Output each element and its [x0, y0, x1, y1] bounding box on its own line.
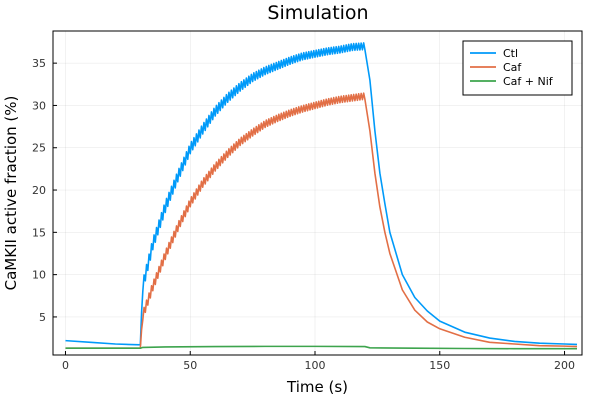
legend-label: Caf + Nif	[503, 75, 554, 88]
y-tick-label: 25	[32, 142, 46, 155]
y-tick-label: 15	[32, 226, 46, 239]
y-tick-label: 10	[32, 269, 46, 282]
y-tick-label: 35	[32, 57, 46, 70]
y-tick-label: 30	[32, 99, 46, 112]
legend-box	[462, 40, 573, 96]
series-line-caf	[65, 92, 578, 350]
y-tick-label: 20	[32, 184, 46, 197]
x-tick-label: 50	[183, 359, 197, 372]
series-line-caf-nif	[65, 345, 578, 350]
legend-label: Caf	[503, 61, 522, 74]
series-group	[65, 42, 578, 350]
plot-frame	[52, 30, 583, 356]
x-axis-label: Time (s)	[286, 378, 348, 396]
series-line-ctl	[65, 42, 578, 346]
x-tick-label: 200	[554, 359, 575, 372]
chart-title: Simulation	[267, 2, 368, 24]
ticks: 0 50 100 150 200 5 10 15 20 25 30 35	[32, 57, 575, 372]
legend-label: Ctl	[503, 47, 518, 60]
x-tick-label: 100	[305, 359, 326, 372]
y-tick-label: 5	[39, 311, 46, 324]
x-tick-label: 150	[429, 359, 450, 372]
x-tick-label: 0	[62, 359, 69, 372]
y-axis-label: CaMKII active fraction (%)	[2, 96, 20, 291]
